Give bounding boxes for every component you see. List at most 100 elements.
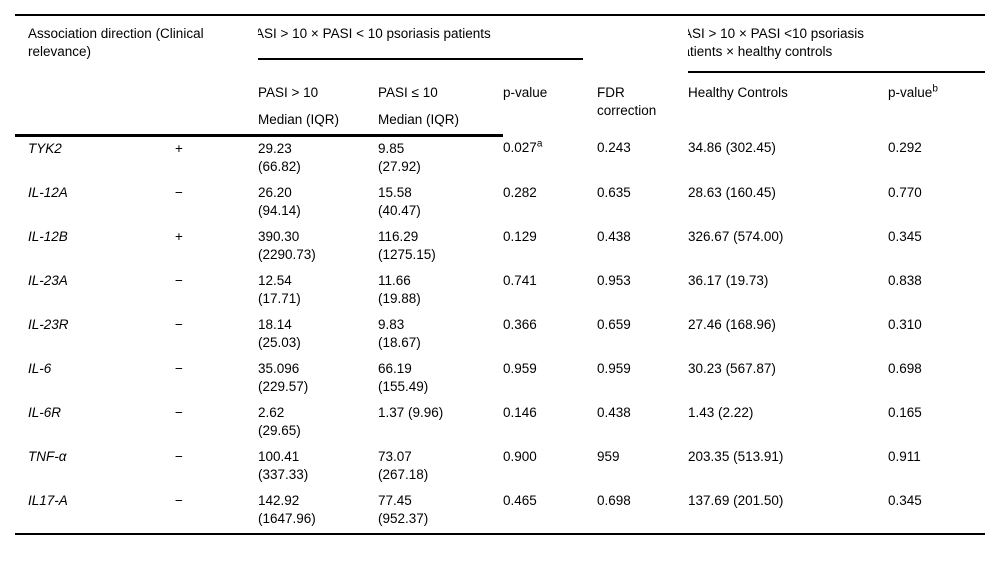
footnote-marker-b: b — [932, 83, 938, 95]
fdr-cell: 0.438 — [597, 229, 631, 244]
table-row: IL-23R − 18.14 (25.03) 9.83 (18.67) 0.36… — [15, 313, 985, 357]
pasi-le10-cell: 73.07 (267.18) — [378, 449, 429, 482]
gene-cell: IL-12B — [28, 229, 68, 244]
direction-cell: + — [175, 141, 183, 156]
direction-cell: − — [175, 405, 183, 420]
table-row: IL-6R − 2.62 (29.65) 1.37 (9.96) 0.146 0… — [15, 401, 985, 445]
pasi-gt10-cell: 29.23 (66.82) — [258, 141, 301, 174]
p-value-text: 0.027 — [503, 139, 537, 155]
fdr-cell: 0.243 — [597, 139, 631, 155]
p-value-cell: 0.282 — [503, 181, 597, 225]
pasi-le10-cell: 66.19 (155.49) — [378, 361, 429, 394]
pasi-gt10-label: PASI > 10 — [258, 85, 319, 100]
pasi-gt10-cell: 142.92 (1647.96) — [258, 493, 316, 526]
direction-cell: − — [175, 317, 183, 332]
table-row: IL17-A − 142.92 (1647.96) 77.45 (952.37)… — [15, 489, 985, 534]
col-header-p-value-b: p-valueb — [888, 73, 985, 136]
p-value-b-cell: 0.770 — [888, 185, 922, 200]
col-header-healthy-controls: Healthy Controls — [688, 85, 788, 100]
p-value-b-cell: 0.292 — [888, 139, 922, 155]
fdr-cell: 959 — [597, 449, 620, 464]
healthy-controls-cell: 27.46 (168.96) — [688, 317, 776, 332]
healthy-controls-cell: 137.69 (201.50) — [688, 493, 784, 508]
direction-cell: − — [175, 493, 183, 508]
gene-cell: IL-6R — [28, 405, 62, 420]
healthy-controls-cell: 30.23 (567.87) — [688, 361, 776, 376]
pasi-gt10-cell: 2.62 (29.65) — [258, 405, 301, 438]
pasi-le10-cell: 77.45 (952.37) — [378, 493, 429, 526]
p-value-b-label: p-value — [888, 85, 933, 100]
gene-cell: TNF-α — [28, 449, 67, 464]
col-header-association-direction: Association direction (Clinical relevanc… — [15, 15, 259, 137]
p-value-text: 0.282 — [503, 185, 537, 200]
healthy-controls-cell: 203.35 (513.91) — [688, 449, 784, 464]
p-value-text: 0.959 — [503, 361, 537, 376]
pasi-gt10-cell: 12.54 (17.71) — [258, 273, 301, 306]
p-value-b-cell: 0.911 — [888, 449, 921, 464]
gene-cell: IL-23A — [28, 273, 68, 288]
p-value-cell: 0.129 — [503, 225, 597, 269]
median-iqr-label: Median (IQR) — [258, 111, 340, 127]
healthy-controls-cell: 28.63 (160.45) — [688, 185, 776, 200]
pasi-gt10-cell: 100.41 (337.33) — [258, 449, 309, 482]
pasi-gt10-cell: 18.14 (25.03) — [258, 317, 301, 350]
p-value-b-cell: 0.345 — [888, 493, 922, 508]
table-row: TNF-α − 100.41 (337.33) 73.07 (267.18) 0… — [15, 445, 985, 489]
table-body: TYK2 + 29.23 (66.82) 9.85 (27.92) 0.027a… — [15, 136, 985, 535]
table-row: IL-12B + 390.30 (2290.73) 116.29 (1275.1… — [15, 225, 985, 269]
p-value-text: 0.146 — [503, 405, 537, 420]
pasi-gt10-cell: 390.30 (2290.73) — [258, 229, 316, 262]
footnote-marker-a: a — [536, 138, 543, 149]
pasi-gt10-cell: 26.20 (94.14) — [258, 185, 301, 218]
fdr-cell: 0.698 — [597, 493, 631, 508]
gene-cell: TYK2 — [28, 141, 62, 156]
col-header-fdr-correction: FDR correction — [597, 73, 688, 136]
p-value-b-cell: 0.165 — [888, 405, 922, 420]
col-header-pasi-gt10: PASI > 10 Median (IQR) — [258, 73, 379, 137]
table-row: TYK2 + 29.23 (66.82) 9.85 (27.92) 0.027a… — [15, 136, 985, 182]
table-header: Association direction (Clinical relevanc… — [15, 15, 986, 137]
p-value-cell: 0.366 — [503, 313, 597, 357]
pasi-le10-cell: 1.37 (9.96) — [378, 405, 444, 420]
results-table: Association direction (Clinical relevanc… — [15, 14, 986, 535]
p-value-text: 0.900 — [503, 449, 537, 464]
col-group-psoriasis-patients: PASI > 10 × PASI < 10 psoriasis patients — [258, 15, 597, 73]
fdr-cell: 0.659 — [597, 317, 631, 332]
direction-cell: − — [175, 185, 183, 200]
p-value-text: 0.366 — [503, 317, 537, 332]
col-group-spacer — [597, 15, 688, 73]
p-value-text: 0.129 — [503, 229, 537, 244]
group2-label: PASI > 10 × PASI <10 psoriasis patients … — [688, 25, 986, 73]
gene-cell: IL17-A — [28, 493, 68, 508]
col-header-p-value: p-value — [503, 85, 548, 100]
fdr-cell: 0.438 — [597, 405, 631, 420]
gene-cell: IL-6 — [28, 361, 52, 376]
direction-cell: + — [175, 229, 183, 244]
p-value-cell: 0.027a — [503, 136, 597, 182]
gene-cell: IL-12A — [28, 185, 68, 200]
healthy-controls-cell: 1.43 (2.22) — [688, 405, 754, 420]
table-row: IL-12A − 26.20 (94.14) 15.58 (40.47) 0.2… — [15, 181, 985, 225]
fdr-cell: 0.959 — [597, 361, 631, 376]
association-direction-label: Association direction (Clinical relevanc… — [28, 26, 204, 59]
fdr-correction-label: FDR correction — [597, 85, 657, 118]
sub-header-row: PASI > 10 Median (IQR) PASI ≤ 10 Median … — [15, 73, 985, 137]
p-value-text: 0.465 — [503, 493, 537, 508]
median-iqr-label: Median (IQR) — [378, 111, 460, 127]
pasi-le10-cell: 11.66 (19.88) — [378, 273, 421, 306]
p-value-cell: 0.146 — [503, 401, 597, 445]
p-value-cell: 0.465 — [503, 489, 597, 534]
pasi-le10-cell: 9.85 (27.92) — [378, 141, 421, 174]
pasi-le10-label: PASI ≤ 10 — [378, 85, 438, 100]
col-group-patients-vs-controls: PASI > 10 × PASI <10 psoriasis patients … — [688, 15, 986, 73]
table-row: IL-6 − 35.096 (229.57) 66.19 (155.49) 0.… — [15, 357, 985, 401]
table-row: IL-23A − 12.54 (17.71) 11.66 (19.88) 0.7… — [15, 269, 985, 313]
group1-label: PASI > 10 × PASI < 10 psoriasis patients — [258, 25, 584, 60]
p-value-cell: 0.959 — [503, 357, 597, 401]
healthy-controls-cell: 34.86 (302.45) — [688, 139, 776, 155]
col-header-pasi-le10: PASI ≤ 10 Median (IQR) — [378, 73, 504, 137]
p-value-b-cell: 0.345 — [888, 229, 922, 244]
p-value-text: 0.741 — [503, 273, 537, 288]
pasi-gt10-cell: 35.096 (229.57) — [258, 361, 309, 394]
p-value-cell: 0.741 — [503, 269, 597, 313]
